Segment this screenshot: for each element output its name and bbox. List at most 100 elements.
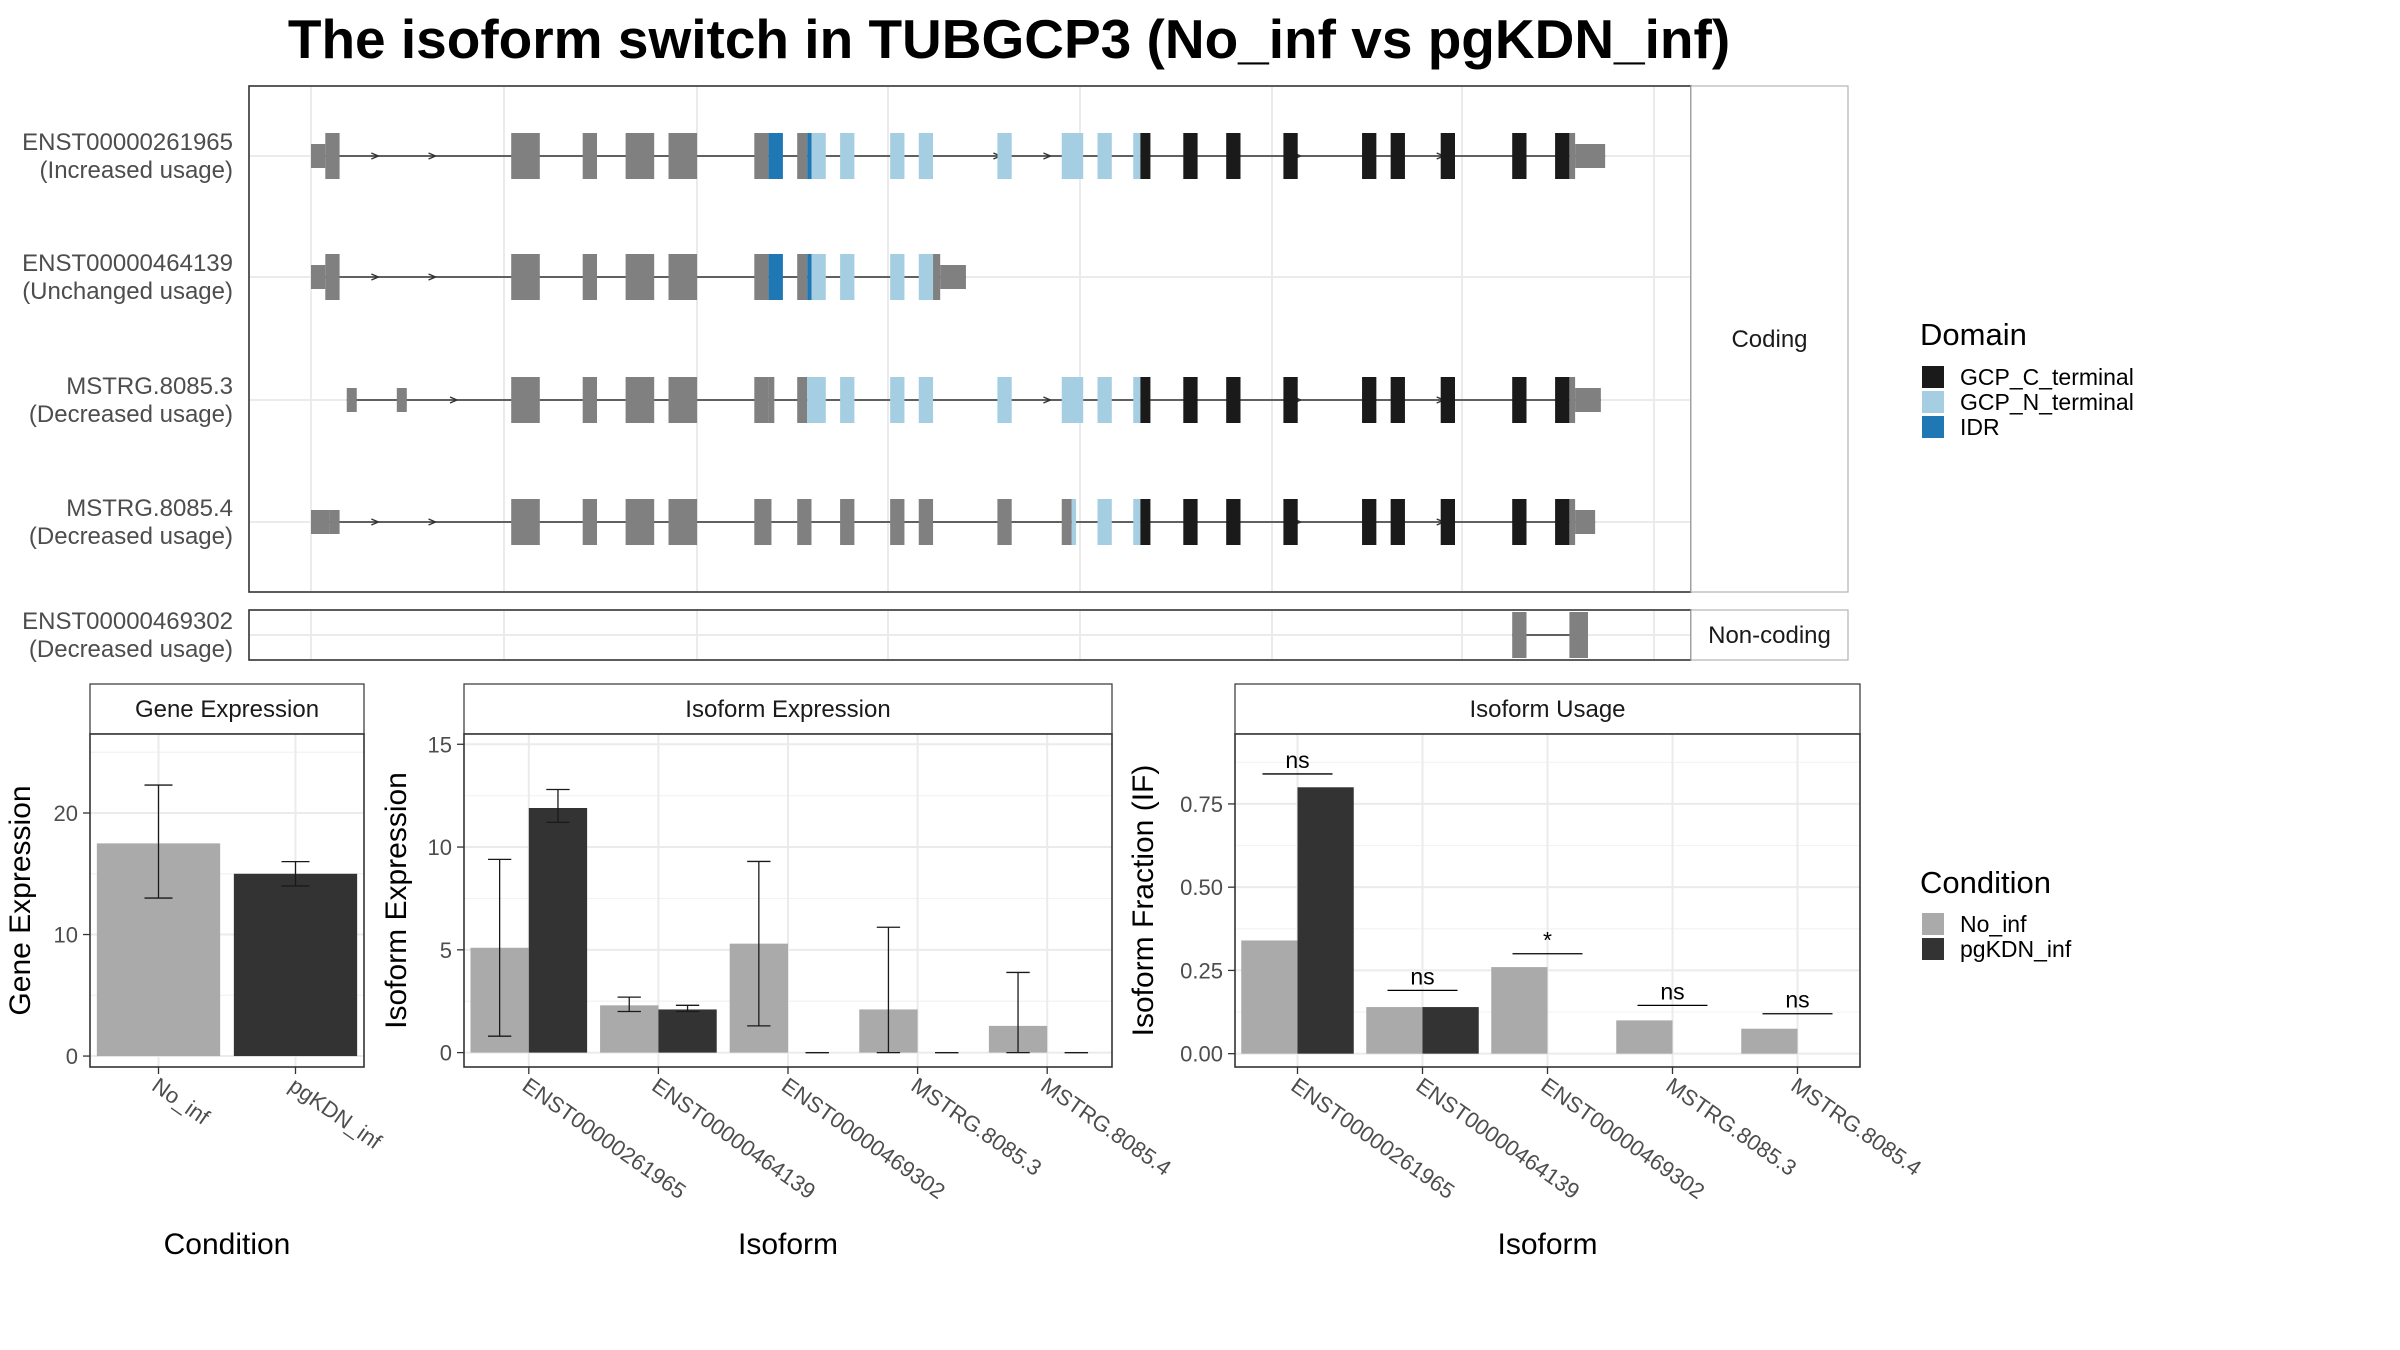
exon-block	[768, 133, 783, 179]
exon-block	[1097, 133, 1112, 179]
condition-legend-label: No_inf	[1960, 911, 2027, 937]
strand-arrow	[371, 152, 381, 160]
exon-block	[325, 254, 340, 300]
transcript-id-label: MSTRG.8085.4	[66, 495, 233, 522]
strand-arrow	[1043, 396, 1053, 404]
exon-block	[325, 133, 340, 179]
exon-block	[511, 254, 540, 300]
y-tick-label: 10	[54, 923, 78, 948]
chart-strip	[1234, 683, 1861, 735]
x-tick-label: No_inf	[148, 1073, 215, 1130]
exon-block	[1140, 499, 1151, 545]
exon-block	[811, 254, 826, 300]
chart-strip-title: Gene Expression	[135, 696, 319, 723]
transcript-usage-label: (Decreased usage)	[29, 636, 233, 663]
exon-block	[768, 377, 775, 423]
domain-legend-label: GCP_N_terminal	[1960, 389, 2134, 415]
exon-block	[811, 377, 826, 423]
exon-block	[997, 499, 1012, 545]
chart-strip-title: Isoform Usage	[1469, 696, 1625, 723]
exon-block	[668, 377, 698, 423]
exon-block	[625, 499, 655, 545]
exon-block	[1071, 499, 1077, 545]
exon-block	[890, 499, 905, 545]
bar-No_inf	[1616, 1020, 1673, 1054]
exon-block	[890, 133, 905, 179]
bar-No_inf	[1241, 940, 1298, 1054]
exon-block	[668, 254, 698, 300]
transcript-usage-label: (Decreased usage)	[29, 523, 233, 550]
domain-legend-label: GCP_C_terminal	[1960, 364, 2134, 390]
chart-border	[89, 733, 365, 1068]
exon-block	[768, 254, 783, 300]
exon-block	[1512, 612, 1527, 658]
exon-block	[668, 133, 698, 179]
exon-block	[1440, 377, 1455, 423]
exon-block	[940, 265, 966, 289]
exon-block	[511, 377, 540, 423]
bar-No_inf	[1741, 1028, 1798, 1054]
exon-block	[1226, 133, 1241, 179]
x-tick-label: MSTRG.8085.4	[1787, 1073, 1927, 1181]
exon-block	[1512, 499, 1527, 545]
exon-block	[1569, 377, 1576, 423]
exon-block	[1140, 377, 1151, 423]
exon-block	[1575, 144, 1606, 168]
y-tick-label: 15	[428, 732, 452, 757]
noncoding-strip	[1690, 609, 1849, 661]
exon-block	[918, 499, 934, 545]
y-axis-title: Isoform Expression	[380, 772, 413, 1029]
domain-legend-key	[1922, 366, 1944, 388]
chart-strip	[463, 683, 1113, 735]
exon-block	[1512, 133, 1527, 179]
exon-block	[1097, 499, 1112, 545]
exon-block	[511, 133, 540, 179]
exon-block	[1512, 377, 1527, 423]
exon-block	[625, 254, 655, 300]
coding-strip-label: Coding	[1731, 326, 1807, 353]
y-tick-label: 0.25	[1180, 958, 1223, 983]
y-tick-label: 10	[428, 835, 452, 860]
exon-block	[890, 254, 905, 300]
bar-No_inf	[1366, 1007, 1423, 1054]
exon-block	[625, 133, 655, 179]
exon-block	[1133, 377, 1141, 423]
bar-No_inf	[600, 1005, 659, 1053]
exon-block	[918, 133, 934, 179]
exon-block	[396, 388, 407, 412]
exon-block	[840, 133, 855, 179]
exon-block	[997, 377, 1012, 423]
y-tick-label: 0.75	[1180, 792, 1223, 817]
exon-block	[840, 377, 855, 423]
significance-label: ns	[1410, 963, 1434, 989]
exon-block	[1183, 499, 1198, 545]
exon-block	[329, 510, 340, 534]
exon-block	[840, 254, 855, 300]
transcript-id-label: ENST00000464139	[22, 250, 233, 277]
y-tick-label: 0	[440, 1041, 452, 1066]
exon-block	[1569, 612, 1588, 658]
exon-block	[582, 133, 597, 179]
exon-block	[1569, 133, 1576, 179]
coding-strip	[1690, 85, 1849, 593]
strand-arrow	[428, 152, 438, 160]
domain-legend-key	[1922, 416, 1944, 438]
x-tick-label: MSTRG.8085.3	[907, 1073, 1047, 1181]
exon-block	[1555, 499, 1570, 545]
exon-block	[311, 510, 330, 534]
x-tick-label: pgKDN_inf	[285, 1073, 387, 1155]
strand-arrow	[1043, 152, 1053, 160]
y-tick-label: 5	[440, 938, 452, 963]
domain-legend-label: IDR	[1960, 414, 2000, 440]
exon-block	[797, 499, 812, 545]
strand-arrow	[371, 273, 381, 281]
condition-legend-key	[1922, 913, 1944, 935]
domain-legend-title: Domain	[1920, 317, 2027, 352]
transcript-usage-label: (Unchanged usage)	[22, 278, 233, 305]
exon-block	[1183, 377, 1198, 423]
exon-block	[807, 133, 812, 179]
transcript-id-label: ENST00000261965	[22, 129, 233, 156]
exon-block	[1133, 499, 1141, 545]
significance-label: ns	[1785, 987, 1809, 1013]
